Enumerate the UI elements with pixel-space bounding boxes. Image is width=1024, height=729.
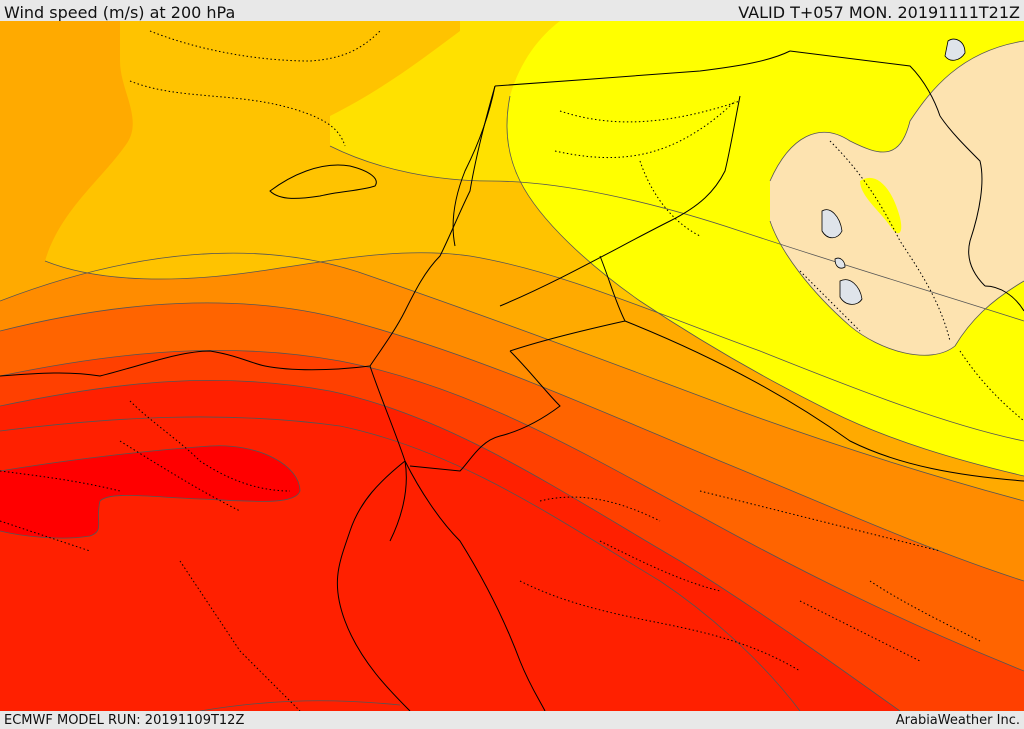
coastlines [0, 50, 1024, 711]
band-bright-red [0, 445, 300, 539]
credit-text: ArabiaWeather Inc. [895, 713, 1020, 728]
band-yellow [507, 21, 1024, 476]
valid-time: VALID T+057 MON. 20191111T21Z [738, 3, 1020, 22]
admin-borders [0, 30, 1024, 711]
footer-bar [0, 711, 1024, 729]
map-title: Wind speed (m/s) at 200 hPa [4, 3, 236, 22]
band-yellow-inner [860, 177, 902, 234]
contour-lines [0, 40, 1024, 711]
band-very-light [770, 41, 1024, 356]
model-run: ECMWF MODEL RUN: 20191109T12Z [4, 713, 245, 728]
wind-speed-map [0, 21, 1024, 711]
header-bar [0, 0, 1024, 21]
lakes [821, 38, 966, 305]
